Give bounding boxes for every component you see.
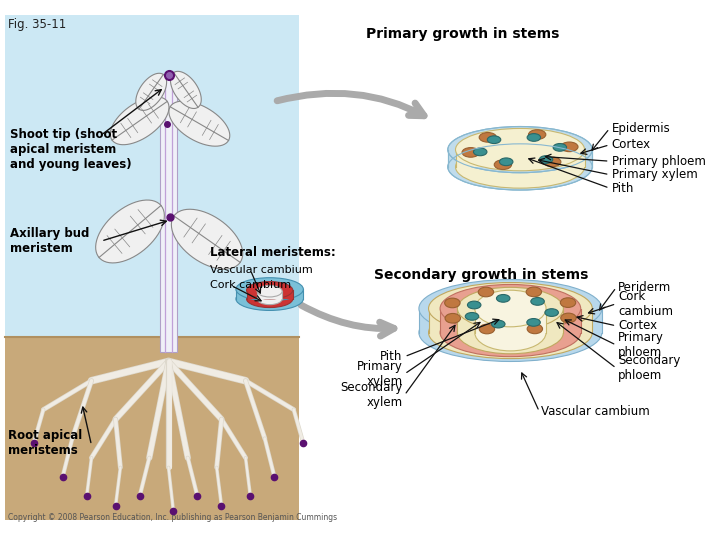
Polygon shape xyxy=(246,290,293,299)
Ellipse shape xyxy=(236,278,303,301)
Text: Shoot tip (shoot
apical meristem
and young leaves): Shoot tip (shoot apical meristem and you… xyxy=(9,128,131,171)
Ellipse shape xyxy=(257,293,282,305)
Text: Lateral meristems:: Lateral meristems: xyxy=(210,246,336,259)
Ellipse shape xyxy=(465,313,479,320)
Ellipse shape xyxy=(457,312,563,354)
Polygon shape xyxy=(448,150,593,167)
Ellipse shape xyxy=(539,156,553,164)
Ellipse shape xyxy=(474,290,546,327)
Ellipse shape xyxy=(456,129,585,171)
Ellipse shape xyxy=(428,282,593,334)
Polygon shape xyxy=(456,150,585,167)
Text: Secondary growth in stems: Secondary growth in stems xyxy=(374,268,589,282)
Polygon shape xyxy=(474,308,546,333)
Text: Pith: Pith xyxy=(611,181,634,194)
Polygon shape xyxy=(457,308,563,333)
Ellipse shape xyxy=(497,294,510,302)
Ellipse shape xyxy=(428,307,593,359)
Ellipse shape xyxy=(246,281,293,299)
Ellipse shape xyxy=(474,148,487,156)
Polygon shape xyxy=(5,15,299,337)
Ellipse shape xyxy=(492,320,505,328)
Ellipse shape xyxy=(257,286,282,297)
FancyArrowPatch shape xyxy=(277,93,424,116)
Ellipse shape xyxy=(526,287,541,296)
Ellipse shape xyxy=(560,298,576,307)
Text: Primary xylem: Primary xylem xyxy=(611,168,697,181)
Polygon shape xyxy=(5,338,299,521)
Text: Primary phloem: Primary phloem xyxy=(611,154,706,168)
Ellipse shape xyxy=(500,158,513,166)
Ellipse shape xyxy=(494,160,512,170)
Polygon shape xyxy=(257,291,282,299)
Ellipse shape xyxy=(462,147,480,157)
Polygon shape xyxy=(171,209,243,269)
Ellipse shape xyxy=(561,142,578,152)
Polygon shape xyxy=(160,76,177,352)
Text: Secondary
phloem: Secondary phloem xyxy=(618,354,680,382)
Text: Cork cambium: Cork cambium xyxy=(210,280,291,291)
Ellipse shape xyxy=(419,280,602,338)
Polygon shape xyxy=(136,73,166,110)
Ellipse shape xyxy=(457,287,563,330)
Text: Primary
phloem: Primary phloem xyxy=(618,331,664,359)
Ellipse shape xyxy=(527,319,540,326)
Ellipse shape xyxy=(544,157,561,167)
Ellipse shape xyxy=(527,133,541,141)
Ellipse shape xyxy=(440,308,581,357)
Text: Cortex: Cortex xyxy=(618,319,657,332)
FancyArrowPatch shape xyxy=(301,305,394,336)
Polygon shape xyxy=(236,289,303,299)
Polygon shape xyxy=(110,97,169,145)
Ellipse shape xyxy=(561,313,576,323)
Text: Axillary bud
meristem: Axillary bud meristem xyxy=(9,227,89,255)
Ellipse shape xyxy=(478,287,494,297)
Ellipse shape xyxy=(445,313,461,323)
Ellipse shape xyxy=(527,324,543,334)
Text: Fig. 35-11: Fig. 35-11 xyxy=(8,18,66,31)
Ellipse shape xyxy=(528,130,546,139)
Polygon shape xyxy=(440,308,581,333)
Text: Pith: Pith xyxy=(380,350,402,363)
Text: Secondary
xylem: Secondary xylem xyxy=(340,381,402,409)
Ellipse shape xyxy=(531,298,544,305)
Text: Vascular cambium: Vascular cambium xyxy=(541,405,650,418)
Text: Root apical
meristems: Root apical meristems xyxy=(8,429,82,457)
Ellipse shape xyxy=(440,285,581,333)
Ellipse shape xyxy=(456,146,585,188)
Ellipse shape xyxy=(480,324,495,334)
Ellipse shape xyxy=(246,290,293,308)
Polygon shape xyxy=(96,200,164,263)
Ellipse shape xyxy=(236,287,303,310)
Text: Cortex: Cortex xyxy=(611,138,651,151)
Text: Epidermis: Epidermis xyxy=(611,122,670,135)
Ellipse shape xyxy=(487,136,501,144)
Polygon shape xyxy=(419,308,602,333)
Ellipse shape xyxy=(419,303,602,361)
Ellipse shape xyxy=(445,298,460,308)
Text: Primary growth in stems: Primary growth in stems xyxy=(366,28,559,42)
Ellipse shape xyxy=(545,309,559,316)
Ellipse shape xyxy=(474,314,546,351)
Text: Copyright © 2008 Pearson Education, Inc. publishing as Pearson Benjamin Cummings: Copyright © 2008 Pearson Education, Inc.… xyxy=(8,514,337,522)
Text: Periderm: Periderm xyxy=(618,281,672,294)
Ellipse shape xyxy=(553,144,567,151)
Ellipse shape xyxy=(480,132,497,142)
Polygon shape xyxy=(171,71,202,109)
Polygon shape xyxy=(428,308,593,333)
Ellipse shape xyxy=(467,301,481,309)
Text: Primary
xylem: Primary xylem xyxy=(356,360,402,388)
Polygon shape xyxy=(169,101,230,146)
Ellipse shape xyxy=(448,144,593,190)
Ellipse shape xyxy=(448,126,593,173)
Text: Vascular cambium: Vascular cambium xyxy=(210,265,312,275)
Text: Cork
cambium: Cork cambium xyxy=(618,289,673,318)
